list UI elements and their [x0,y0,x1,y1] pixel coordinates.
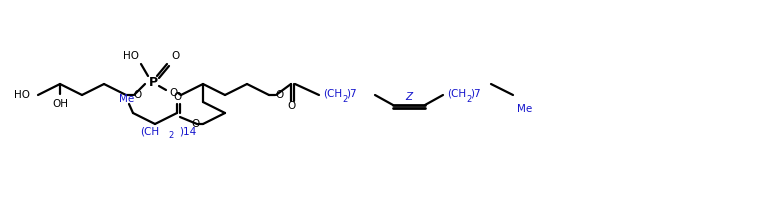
Text: O: O [191,119,199,129]
Text: 2: 2 [466,94,472,104]
Text: (CH: (CH [140,126,159,136]
Text: O: O [170,88,178,98]
Text: Me: Me [517,104,533,114]
Text: (CH: (CH [447,89,466,99]
Text: OH: OH [52,99,68,109]
Text: HO: HO [123,51,139,61]
Text: Z: Z [405,92,413,102]
Text: 2: 2 [342,94,347,104]
Text: O: O [276,90,284,100]
Text: O: O [134,90,142,100]
Text: Me: Me [119,94,135,104]
Text: )7: )7 [346,89,356,99]
Text: P: P [148,76,158,89]
Text: O: O [171,51,179,61]
Text: 2: 2 [169,130,174,140]
Text: )14: )14 [179,126,196,136]
Text: (CH: (CH [323,89,342,99]
Text: )7: )7 [470,89,481,99]
Text: HO: HO [14,90,30,100]
Text: O: O [174,92,182,102]
Text: O: O [288,101,296,111]
